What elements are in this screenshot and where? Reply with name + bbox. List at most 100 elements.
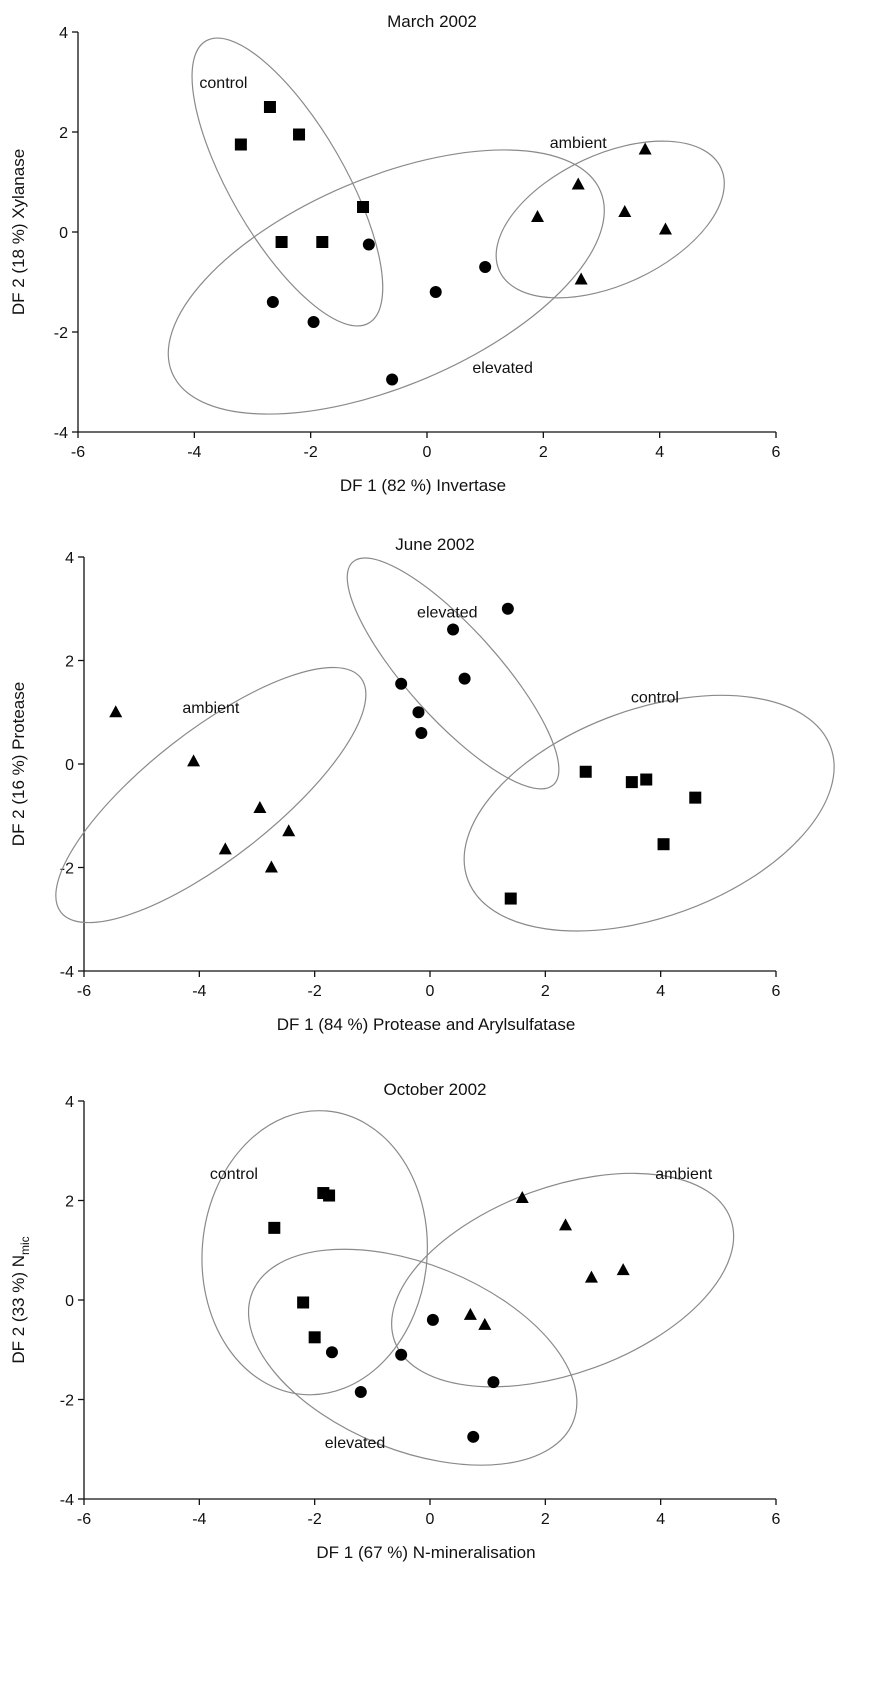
x-tick-label: 6 — [772, 983, 781, 1000]
x-tick-label: -6 — [77, 1511, 91, 1528]
x-tick-label: 4 — [655, 444, 664, 461]
data-point-control — [323, 1189, 336, 1202]
data-point-control — [234, 138, 247, 151]
y-axis-label: DF 2 (16 %) Protease — [9, 682, 28, 846]
data-point-ambient — [109, 705, 123, 718]
data-point-elevated — [362, 238, 375, 251]
y-tick-label: -2 — [60, 861, 74, 878]
data-point-elevated — [467, 1430, 480, 1443]
x-tick-label: 0 — [423, 444, 432, 461]
data-point-control — [625, 776, 638, 789]
x-tick-label: -6 — [71, 444, 85, 461]
group-ellipse-ambient — [391, 1172, 735, 1388]
x-tick-label: -2 — [308, 983, 322, 1000]
group-label-control: control — [199, 75, 247, 92]
data-point-elevated — [354, 1386, 367, 1399]
chart-title: June 2002 — [395, 535, 474, 554]
y-tick-label: -2 — [54, 325, 68, 342]
y-axis-label: DF 2 (18 %) Xylanase — [9, 149, 28, 315]
y-tick-label: 0 — [65, 1293, 74, 1310]
data-point-elevated — [447, 623, 460, 636]
x-tick-label: 0 — [426, 1511, 435, 1528]
data-point-elevated — [426, 1313, 439, 1326]
data-point-elevated — [501, 602, 514, 615]
group-label-elevated: elevated — [472, 360, 533, 377]
y-axis-label-subscript: mic — [18, 1236, 32, 1255]
data-point-control — [579, 765, 592, 778]
group-label-ambient: ambient — [655, 1166, 712, 1183]
data-point-elevated — [487, 1376, 500, 1389]
data-point-ambient — [218, 842, 232, 855]
data-point-elevated — [395, 677, 408, 690]
x-tick-label: -2 — [308, 1511, 322, 1528]
data-point-control — [268, 1221, 281, 1234]
data-point-ambient — [478, 1317, 492, 1330]
x-tick-label: 2 — [541, 983, 550, 1000]
data-point-control — [689, 791, 702, 804]
x-tick-label: -4 — [192, 1511, 206, 1528]
data-point-elevated — [386, 373, 399, 386]
data-point-control — [504, 892, 517, 905]
group-ellipse-elevated — [167, 149, 605, 415]
y-tick-label: 0 — [59, 225, 68, 242]
y-axis-label-main: DF 2 (16 %) Protease — [9, 682, 28, 846]
data-point-elevated — [415, 726, 428, 739]
x-axis-label: DF 1 (84 %) Protease and Arylsulfatase — [277, 1015, 576, 1034]
y-tick-label: 4 — [65, 550, 74, 567]
data-point-ambient — [616, 1263, 630, 1276]
x-tick-label: -4 — [192, 983, 206, 1000]
y-tick-label: 2 — [65, 654, 74, 671]
y-tick-label: -2 — [60, 1393, 74, 1410]
x-tick-label: 4 — [656, 1511, 665, 1528]
group-label-ambient: ambient — [182, 700, 239, 717]
data-point-ambient — [618, 205, 632, 217]
data-point-control — [640, 773, 653, 786]
data-point-ambient — [658, 222, 672, 235]
group-ellipse-ambient — [495, 140, 725, 299]
group-ellipse-control — [201, 1110, 428, 1396]
data-point-elevated — [307, 316, 320, 328]
x-tick-label: 6 — [772, 444, 781, 461]
x-tick-label: 2 — [541, 1511, 550, 1528]
y-tick-label: 0 — [65, 757, 74, 774]
data-point-ambient — [187, 754, 201, 767]
chart-title: October 2002 — [383, 1080, 486, 1099]
data-point-ambient — [638, 142, 652, 155]
data-point-control — [316, 236, 329, 248]
y-tick-label: 4 — [65, 1094, 74, 1111]
data-point-control — [357, 201, 370, 213]
group-label-ambient: ambient — [550, 135, 607, 152]
y-tick-label: 2 — [65, 1194, 74, 1211]
data-point-ambient — [282, 824, 296, 837]
data-point-elevated — [429, 286, 442, 298]
x-tick-label: -4 — [187, 444, 201, 461]
data-point-ambient — [574, 272, 588, 285]
y-tick-label: 2 — [59, 125, 68, 142]
data-point-elevated — [325, 1346, 338, 1359]
y-tick-label: -4 — [60, 964, 74, 981]
group-label-control: control — [631, 690, 679, 707]
data-point-ambient — [253, 800, 267, 813]
group-label-elevated: elevated — [417, 604, 478, 621]
data-point-control — [657, 838, 670, 851]
x-tick-label: 6 — [772, 1511, 781, 1528]
x-tick-label: -2 — [304, 444, 318, 461]
data-point-ambient — [584, 1270, 598, 1283]
group-ellipse-control — [191, 37, 384, 327]
group-ellipse-elevated — [247, 1248, 578, 1466]
y-axis-label-main: DF 2 (18 %) Xylanase — [9, 149, 28, 315]
data-point-ambient — [264, 860, 278, 873]
y-axis-label: DF 2 (33 %) Nmic — [9, 1236, 32, 1363]
data-point-control — [293, 128, 306, 141]
data-point-control — [297, 1296, 310, 1309]
x-tick-label: 2 — [539, 444, 548, 461]
y-tick-label: -4 — [54, 425, 68, 442]
x-axis-label: DF 1 (82 %) Invertase — [340, 476, 506, 495]
x-tick-label: -6 — [77, 983, 91, 1000]
chart-title: March 2002 — [387, 12, 477, 31]
x-axis-label: DF 1 (67 %) N-mineralisation — [316, 1543, 535, 1562]
data-point-control — [308, 1331, 321, 1344]
